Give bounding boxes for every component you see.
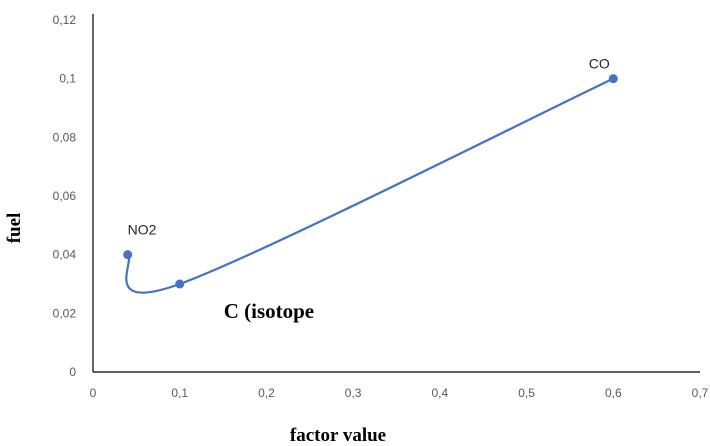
y-tick-label: 0,12 — [53, 13, 77, 27]
y-tick-labels: 0 0,02 0,04 0,06 0,08 0,1 0,12 — [53, 13, 77, 379]
point-label: CO — [589, 56, 610, 72]
data-point-c-isotope — [175, 279, 185, 289]
y-axis-title: fuel — [4, 213, 25, 244]
x-axis-title: factor value — [290, 425, 386, 446]
y-tick-label: 0,04 — [53, 248, 77, 262]
data-point-no2 — [123, 250, 133, 260]
data-point-co — [608, 74, 618, 84]
y-tick-label: 0 — [69, 365, 76, 379]
y-tick-label: 0,02 — [53, 306, 77, 320]
x-tick-label: 0,2 — [258, 386, 275, 400]
x-tick-label: 0,5 — [518, 386, 535, 400]
x-tick-label: 0,7 — [692, 386, 709, 400]
point-labels: NO2 C (isotope CO — [128, 56, 610, 323]
x-tick-label: 0,3 — [345, 386, 362, 400]
y-tick-label: 0,1 — [59, 72, 76, 86]
series-line — [125, 77, 614, 294]
x-tick-labels: 0 0,1 0,2 0,3 0,4 0,5 0,6 0,7 — [90, 386, 709, 400]
point-label: NO2 — [128, 222, 157, 238]
y-tick-label: 0,08 — [53, 130, 77, 144]
data-points — [123, 74, 618, 289]
point-label: C (isotope — [224, 299, 314, 323]
x-tick-label: 0 — [90, 386, 97, 400]
x-tick-label: 0,6 — [605, 386, 622, 400]
y-tick-label: 0,06 — [53, 189, 77, 203]
x-tick-label: 0,4 — [432, 386, 449, 400]
x-tick-label: 0,1 — [171, 386, 188, 400]
